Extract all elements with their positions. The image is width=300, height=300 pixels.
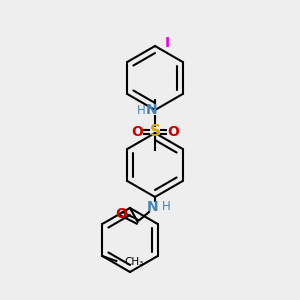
Text: H: H	[162, 200, 170, 214]
Text: CH₃: CH₃	[124, 257, 143, 267]
Text: O: O	[167, 125, 179, 139]
Text: N: N	[146, 103, 158, 117]
Text: H: H	[136, 103, 146, 116]
Text: I: I	[165, 36, 170, 50]
Text: N: N	[147, 200, 159, 214]
Text: O: O	[131, 125, 143, 139]
Text: O: O	[116, 207, 127, 221]
Text: S: S	[149, 124, 161, 140]
